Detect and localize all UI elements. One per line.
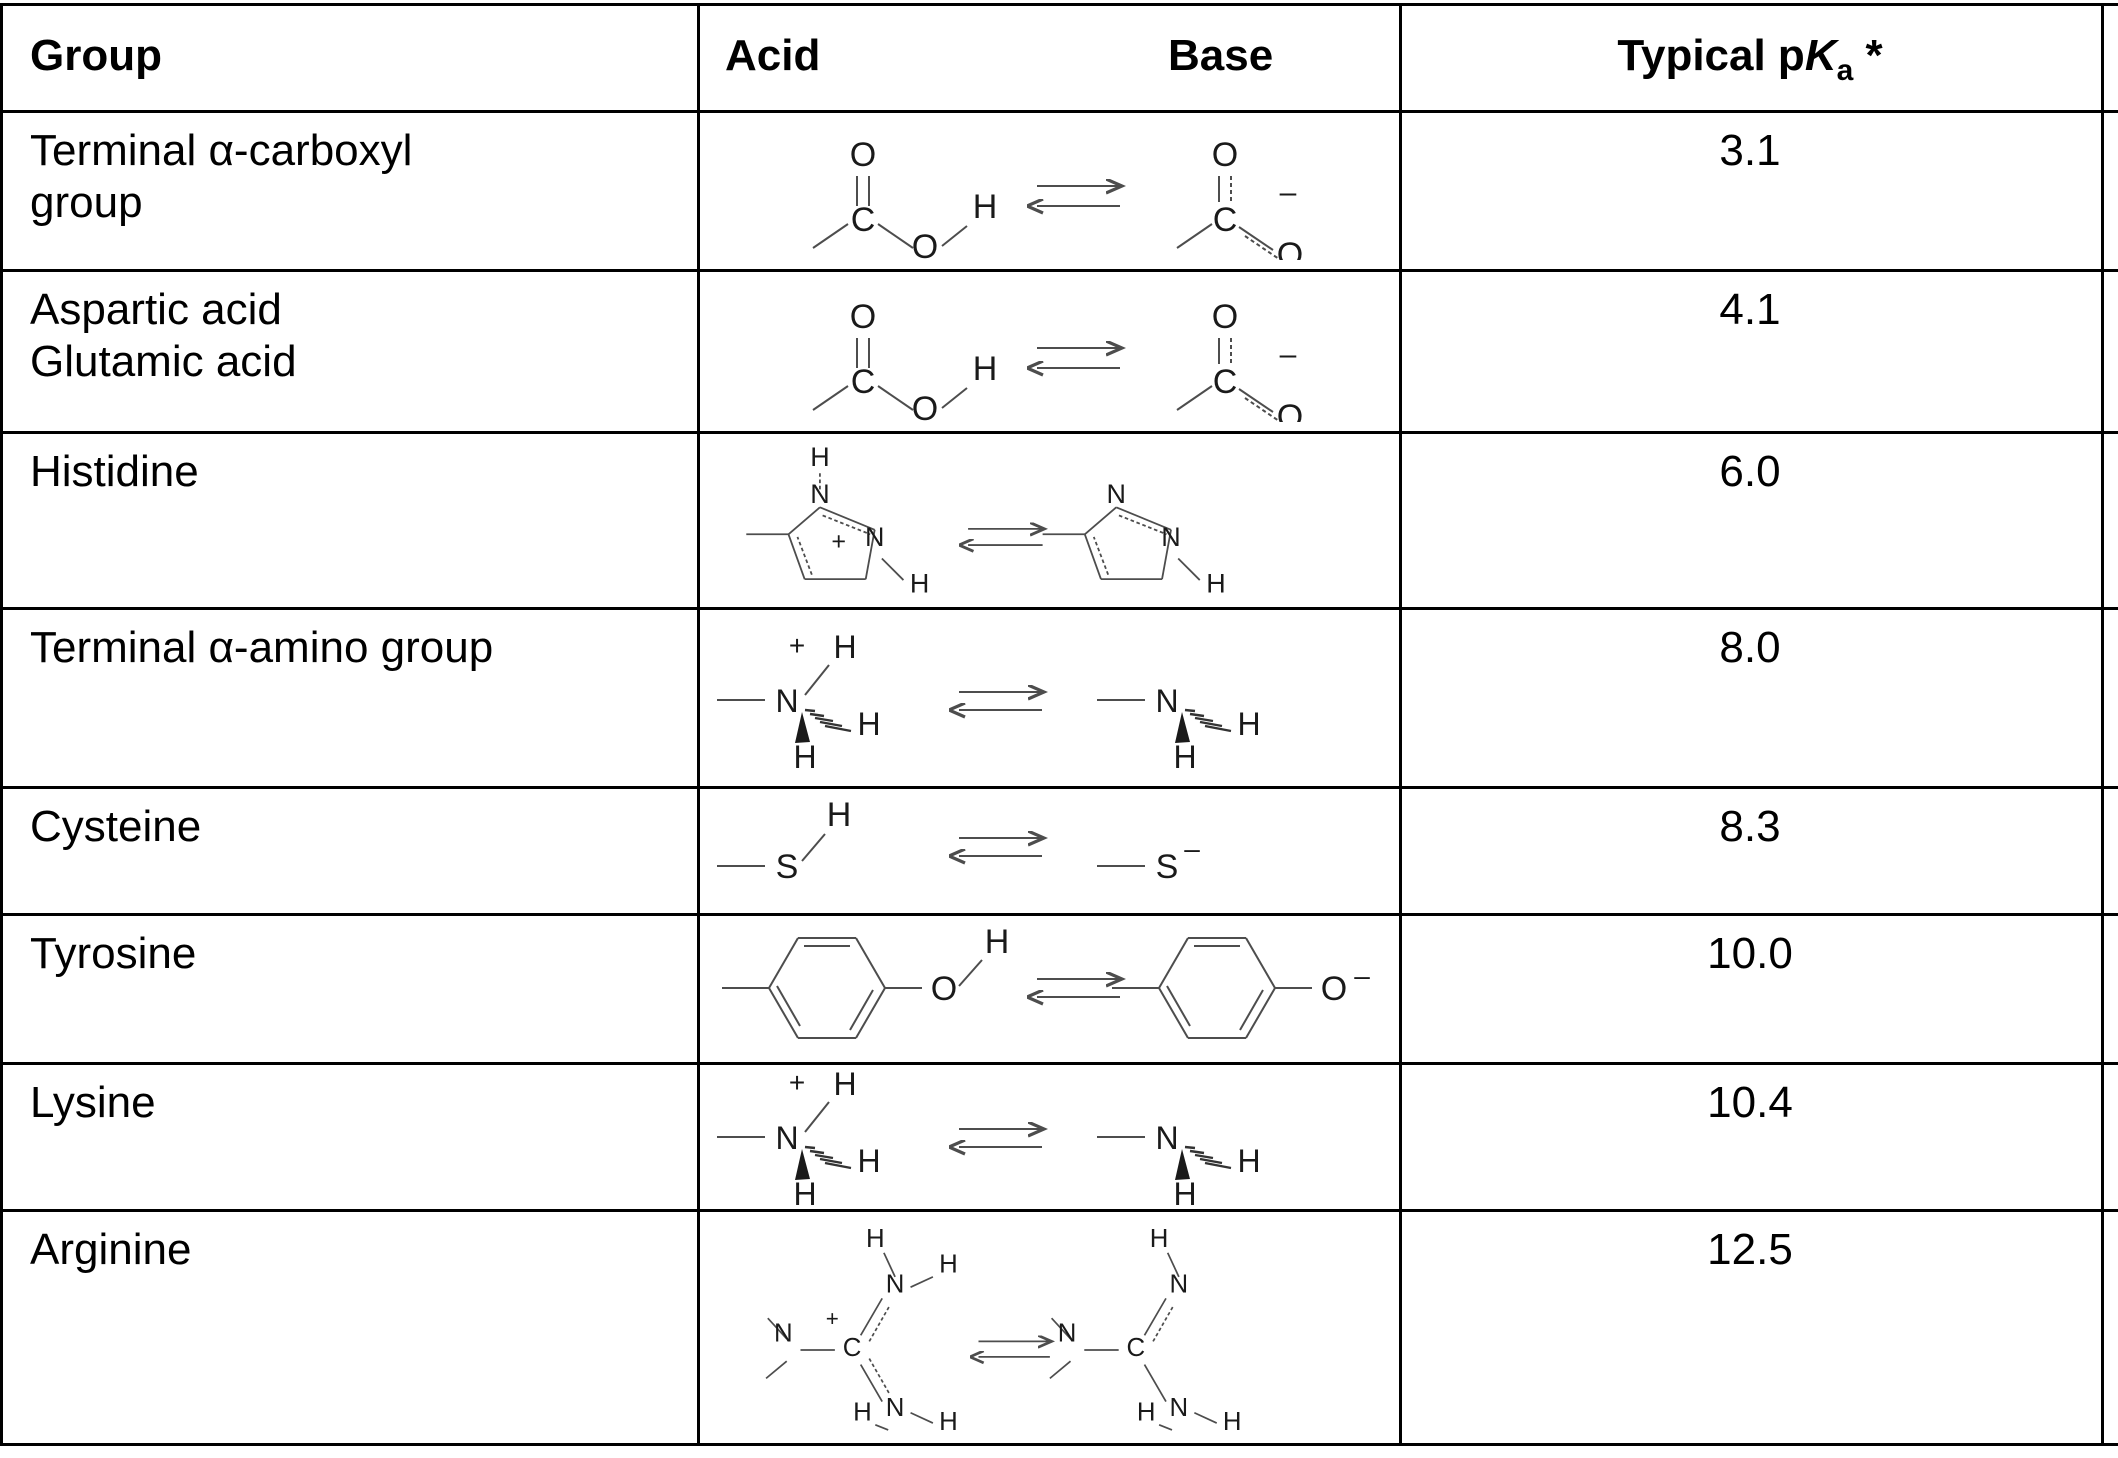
svg-text:N: N: [865, 522, 884, 552]
svg-text:H: H: [939, 1251, 958, 1279]
svg-text:H: H: [793, 1176, 816, 1209]
svg-text:H: H: [810, 442, 829, 472]
svg-text:H: H: [1223, 1408, 1242, 1436]
svg-text:O: O: [850, 298, 876, 336]
svg-text:+: +: [826, 1306, 839, 1331]
svg-text:O: O: [931, 970, 957, 1008]
svg-text:O: O: [1212, 136, 1238, 174]
svg-text:H: H: [853, 1399, 872, 1427]
svg-text:H: H: [939, 1408, 958, 1436]
svg-text:–: –: [1280, 338, 1297, 371]
svg-text:C: C: [851, 201, 876, 239]
svg-text:S: S: [776, 848, 799, 886]
svg-text:H: H: [1206, 569, 1225, 599]
svg-text:N: N: [810, 479, 829, 509]
svg-text:+: +: [789, 630, 805, 661]
svg-text:C: C: [1213, 363, 1238, 401]
svg-text:S: S: [1156, 848, 1179, 886]
svg-text:N: N: [1107, 479, 1126, 509]
svg-text:N: N: [775, 1120, 798, 1156]
svg-text:H: H: [1173, 739, 1196, 775]
svg-text:H: H: [857, 706, 880, 742]
svg-text:O: O: [1277, 398, 1303, 422]
svg-text:–: –: [1354, 960, 1370, 991]
svg-text:H: H: [1150, 1225, 1169, 1253]
svg-text:H: H: [1173, 1176, 1196, 1209]
svg-text:O: O: [912, 228, 938, 260]
svg-text:O: O: [1277, 236, 1303, 260]
svg-text:N: N: [886, 1270, 905, 1298]
svg-text:N: N: [1170, 1270, 1189, 1298]
svg-text:H: H: [1237, 1143, 1260, 1179]
svg-text:H: H: [827, 796, 852, 834]
svg-text:H: H: [910, 569, 929, 599]
svg-text:C: C: [1213, 201, 1238, 239]
svg-text:N: N: [1155, 1120, 1178, 1156]
svg-text:H: H: [1137, 1399, 1156, 1427]
svg-text:N: N: [1058, 1319, 1077, 1347]
svg-text:H: H: [833, 1066, 856, 1102]
svg-text:N: N: [886, 1394, 905, 1422]
svg-text:–: –: [1280, 176, 1297, 209]
svg-text:H: H: [973, 350, 998, 388]
svg-text:+: +: [789, 1067, 805, 1098]
svg-text:N: N: [1161, 522, 1180, 552]
svg-text:H: H: [793, 739, 816, 775]
svg-text:H: H: [985, 923, 1010, 961]
svg-text:H: H: [866, 1225, 885, 1253]
svg-text:O: O: [1321, 970, 1347, 1008]
svg-text:C: C: [1127, 1334, 1146, 1362]
svg-text:+: +: [831, 528, 846, 556]
svg-text:C: C: [851, 363, 876, 401]
svg-text:C: C: [843, 1334, 862, 1362]
svg-text:N: N: [774, 1319, 793, 1347]
svg-text:H: H: [833, 629, 856, 665]
svg-text:H: H: [973, 188, 998, 226]
svg-text:O: O: [1212, 298, 1238, 336]
svg-text:–: –: [1184, 833, 1200, 864]
svg-text:O: O: [912, 390, 938, 422]
svg-text:N: N: [775, 683, 798, 719]
svg-text:H: H: [1237, 706, 1260, 742]
svg-text:N: N: [1155, 683, 1178, 719]
svg-text:N: N: [1170, 1394, 1189, 1422]
svg-text:O: O: [850, 136, 876, 174]
svg-text:H: H: [857, 1143, 880, 1179]
